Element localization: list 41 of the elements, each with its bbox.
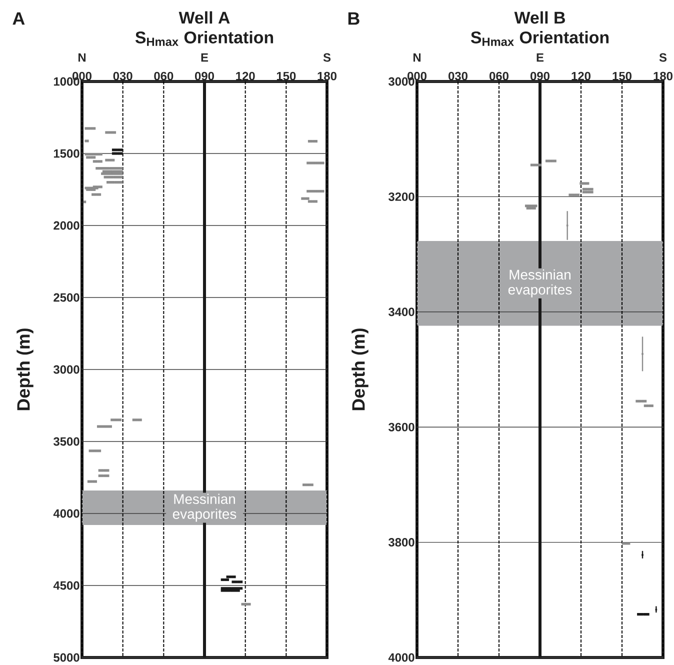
y-tick-label: 3800 [388,538,414,547]
y-axis-title: Depth (m) [352,328,368,410]
chart-title: Well A [178,11,230,24]
chart-subtitle: S$_{Hmax}$ Orientation [470,31,609,46]
band-label: Messinian evaporites [172,494,236,522]
x-tick-label: 120 [572,72,590,80]
x-tick-label: 030 [448,72,468,80]
y-tick-label: 5000 [54,653,80,662]
y-tick-label: 3600 [388,422,414,432]
chart-title: Well B [514,11,565,24]
x-tick-label: 120 [236,72,255,80]
text: B [348,12,360,25]
y-tick-label: 4000 [53,509,80,518]
y-tick-label: 4000 [388,653,414,662]
text: N [78,53,86,62]
y-tick-label: 4500 [53,581,80,590]
y-tick-label: 3000 [53,365,80,374]
x-tick-label: 060 [154,72,174,80]
y-tick-label: 3200 [388,192,414,201]
x-tick-label: 150 [612,72,632,80]
x-tick-label: 060 [490,72,508,80]
y-tick-label: 2000 [54,221,80,230]
text: N [413,53,421,62]
y-tick-label: 3500 [53,437,80,446]
y-tick-label: 3400 [388,308,414,316]
text: S [659,53,667,62]
chart-subtitle: S$_{Hmax}$ Orientation [135,31,274,46]
y-tick-label: 2500 [54,293,80,302]
band-label: Messinian evaporites [508,269,572,298]
x-tick-label: 180 [318,72,336,80]
x-tick-label: 090 [530,72,550,80]
text: S [323,53,331,62]
text: E [201,53,208,62]
y-axis-title: Depth (m) [16,328,34,410]
x-tick-label: 090 [195,72,214,80]
text: E [536,53,544,62]
x-tick-label: 150 [276,72,296,80]
x-tick-label: 180 [654,72,672,80]
text: A [12,12,25,25]
y-tick-label: 1500 [54,149,80,158]
x-tick-label: 030 [113,72,132,80]
